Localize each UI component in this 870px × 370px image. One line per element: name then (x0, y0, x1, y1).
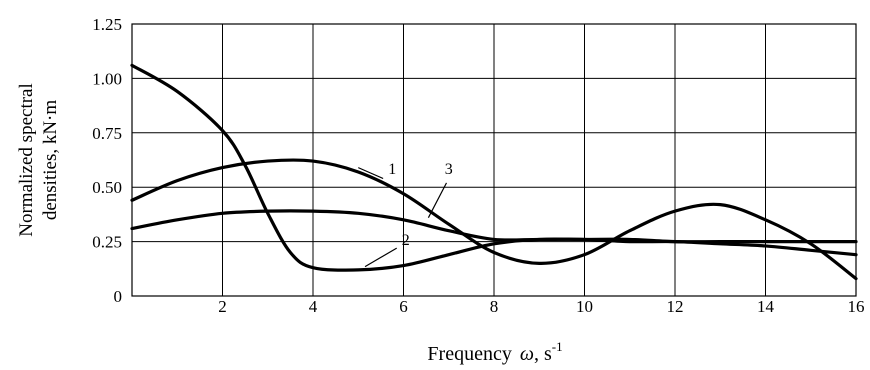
curve-labels: 1 2 3 (358, 161, 453, 268)
series-2-line (130, 63, 858, 272)
curve-label-leader (358, 167, 384, 180)
axis-ticks: 00.250.500.751.001.252 4 6 8 10 12 14 16 (92, 15, 864, 316)
x-tick-label: 14 (757, 297, 775, 316)
plot-frame (131, 23, 857, 297)
x-tick-label: 12 (667, 297, 684, 316)
curve-label-2: 2 (402, 232, 410, 249)
curve-label-3: 3 (445, 161, 453, 178)
series-3-line (130, 209, 858, 257)
series-1-line (130, 158, 858, 281)
y-axis-label-line2: densities, kN·m (40, 100, 61, 221)
x-tick-label: 6 (399, 297, 408, 316)
x-axis-label-unit: , s (534, 343, 552, 365)
grid (132, 24, 856, 296)
y-tick-label: 0 (114, 287, 123, 306)
x-axis-label: Frequency ω, s-1 (427, 339, 562, 365)
x-tick-label: 8 (490, 297, 499, 316)
x-tick-label: 10 (576, 297, 593, 316)
y-tick-label: 0.75 (92, 124, 122, 143)
y-axis-label-line1: Normalized spectral (16, 83, 37, 237)
curve-label-leader (427, 182, 448, 218)
series-group (130, 63, 858, 281)
x-axis-label-main: Frequency (427, 343, 511, 365)
y-tick-label: 0.25 (92, 233, 122, 252)
curve-label-1: 1 (388, 161, 396, 178)
x-axis-label-symbol: ω (520, 343, 534, 365)
y-tick-label: 0.50 (92, 178, 122, 197)
x-axis-label-exponent: -1 (552, 339, 563, 354)
x-tick-label: 16 (848, 297, 865, 316)
x-tick-label: 2 (218, 297, 227, 316)
curve-label-leader (364, 247, 398, 268)
x-tick-label: 4 (309, 297, 318, 316)
y-tick-label: 1.00 (92, 69, 122, 88)
y-tick-label: 1.25 (92, 15, 122, 34)
